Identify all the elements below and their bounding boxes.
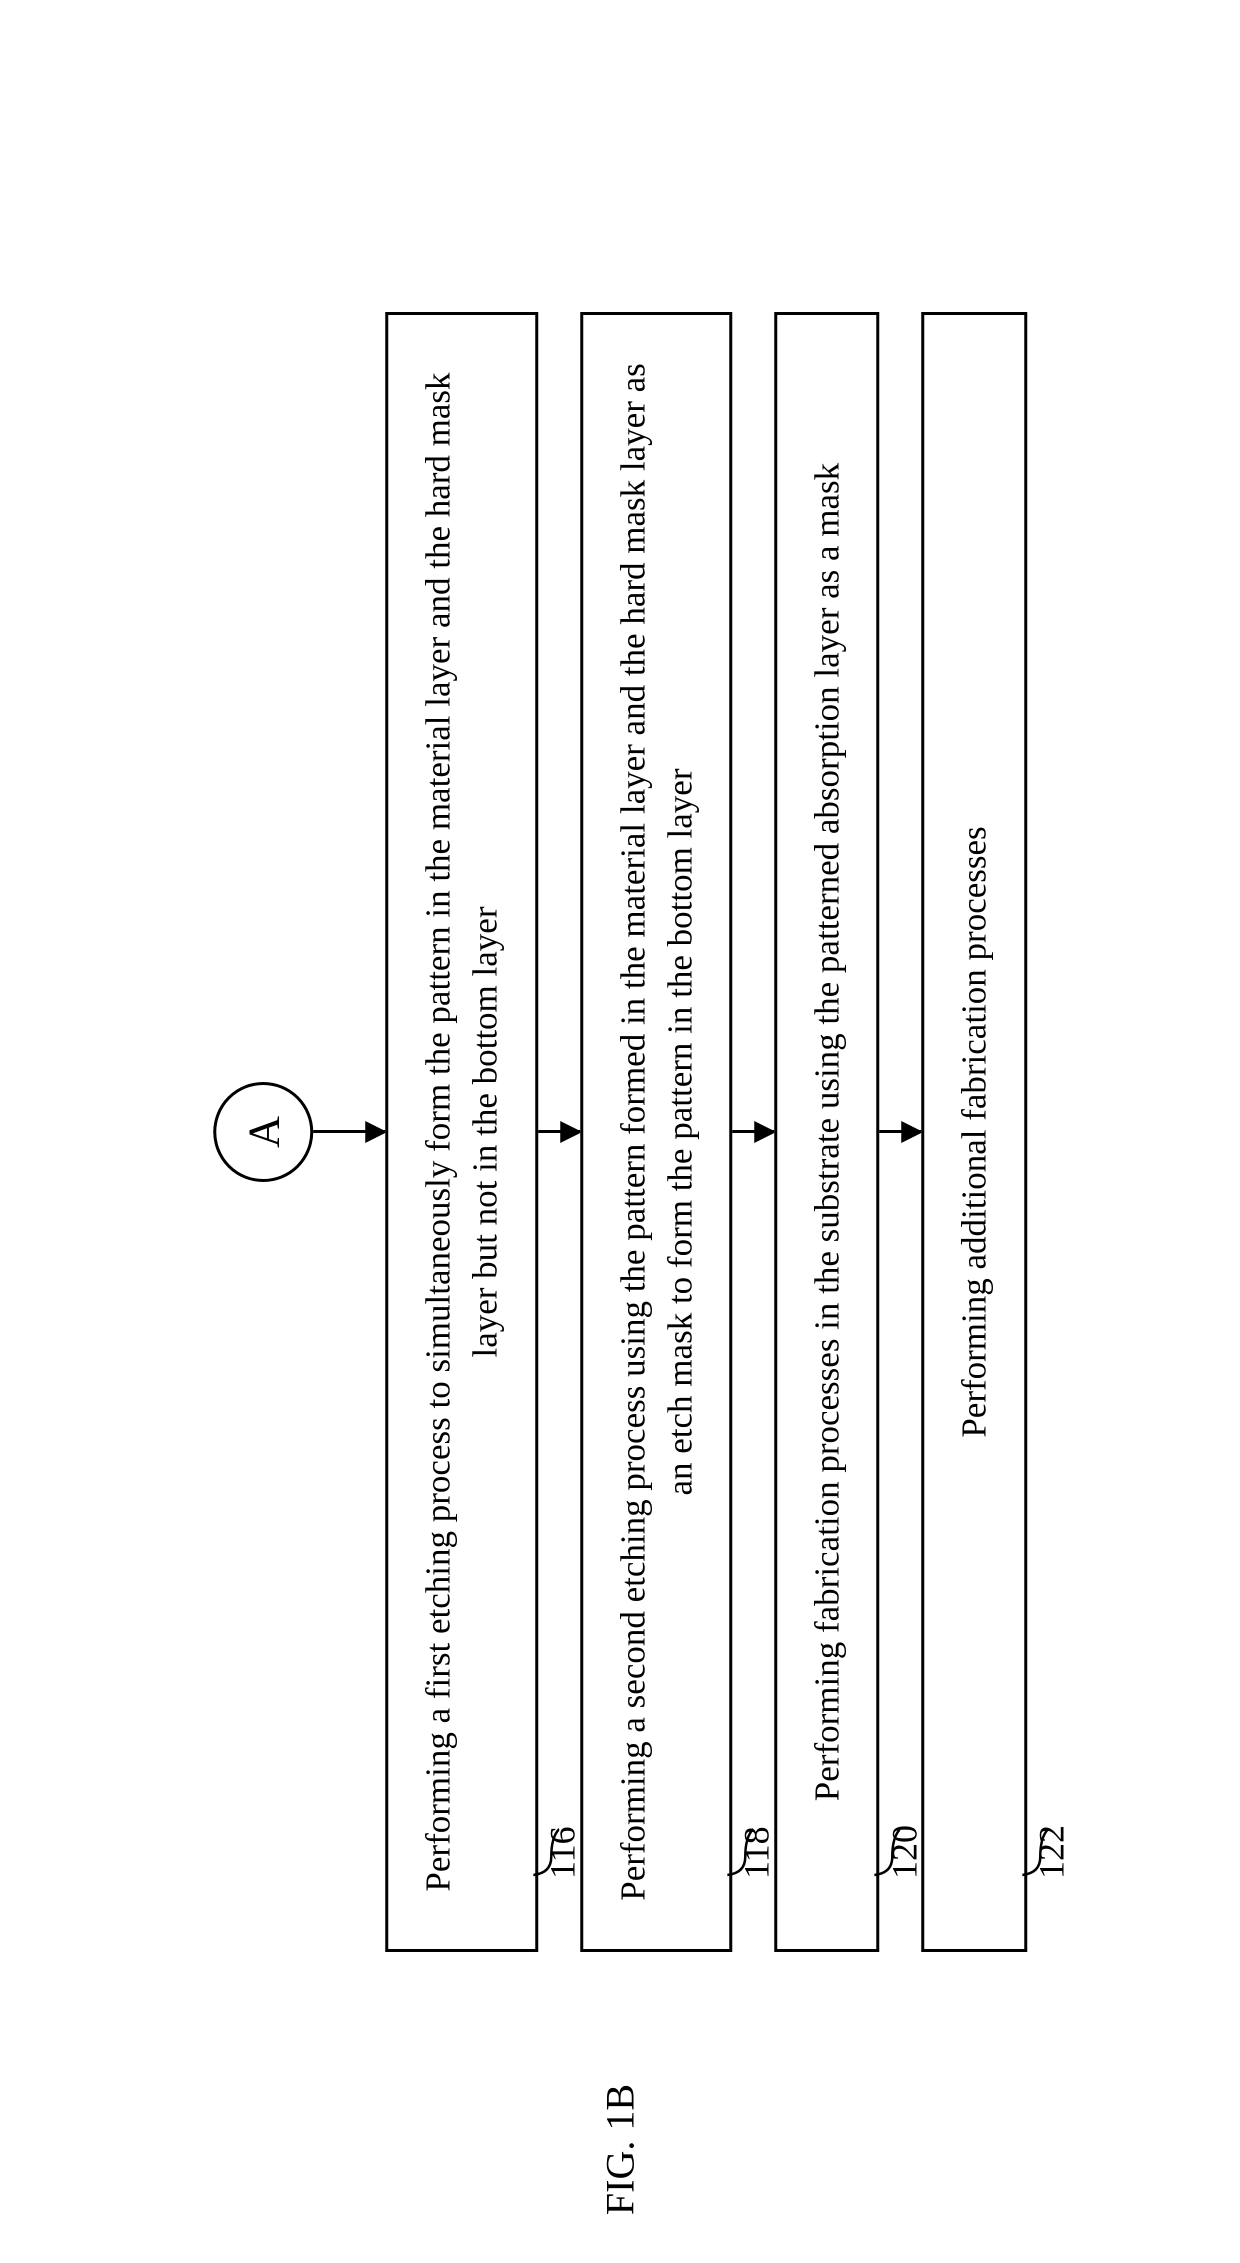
ref-label-122: 122: [1027, 1825, 1076, 1879]
process-step-122: Performing additional fabrication proces…: [922, 312, 1027, 1952]
process-text: Performing a first etching process to si…: [418, 372, 504, 1891]
diagram-container: A Performing a first etching process to …: [0, 0, 1240, 2263]
connector-node-a: A: [213, 1082, 313, 1182]
arrow-4: [880, 1130, 922, 1133]
arrow-1: [313, 1130, 385, 1133]
figure-label-text: FIG. 1B: [598, 2084, 643, 2215]
connector-label: A: [238, 1116, 289, 1148]
process-step-120: Performing fabrication processes in the …: [774, 312, 879, 1952]
process-step-116: Performing a first etching process to si…: [385, 312, 538, 1952]
process-text: Performing a second etching process usin…: [613, 363, 699, 1901]
process-text: Performing fabrication processes in the …: [807, 462, 846, 1800]
arrow-3: [732, 1130, 774, 1133]
process-text: Performing additional fabrication proces…: [955, 826, 994, 1437]
figure-label: FIG. 1B: [597, 2084, 644, 2215]
process-step-118: Performing a second etching process usin…: [580, 312, 733, 1952]
arrow-2: [538, 1130, 580, 1133]
flowchart: A Performing a first etching process to …: [213, 282, 1027, 1982]
